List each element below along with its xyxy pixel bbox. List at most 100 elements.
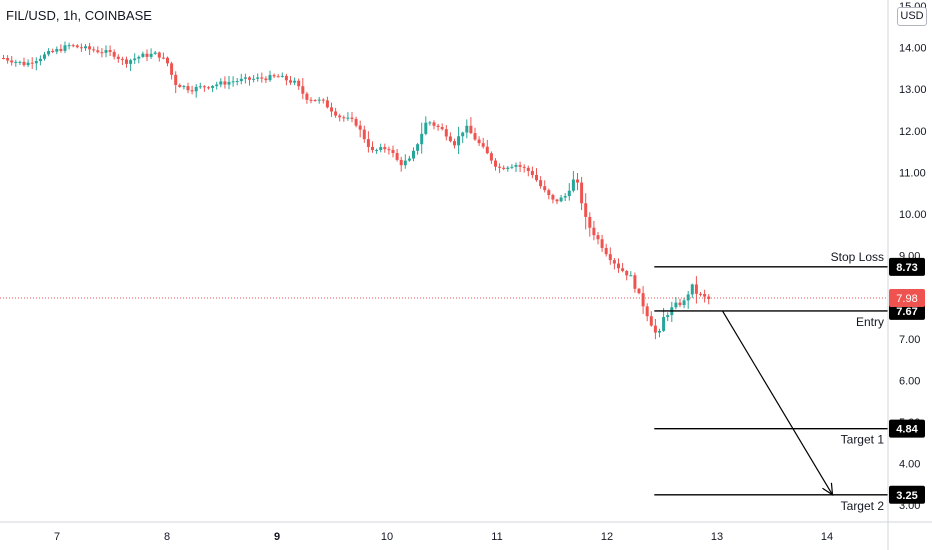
- candle-body: [157, 52, 161, 58]
- candle-body: [399, 159, 403, 166]
- candle-body: [84, 46, 87, 49]
- candle-body: [686, 294, 690, 301]
- candle-body: [448, 136, 452, 142]
- candle-body: [350, 117, 354, 119]
- chart-title: FIL/USD, 1h, COINBASE: [6, 8, 152, 23]
- candle-body: [674, 302, 678, 308]
- candle-body: [6, 58, 10, 61]
- candle-body: [330, 107, 333, 112]
- candle-body: [71, 45, 75, 47]
- candle-body: [129, 60, 133, 64]
- candle-body: [317, 99, 321, 101]
- arrow-head: [822, 482, 834, 496]
- level-name: Stop Loss: [831, 250, 884, 264]
- candle-body: [313, 100, 317, 102]
- candle-body: [485, 146, 489, 154]
- candle-body: [67, 45, 71, 47]
- candle-body: [219, 81, 223, 85]
- price-axis-labels: 8.73 7.67 4.84 3.25 7.98: [889, 257, 925, 504]
- candle-body: [543, 186, 547, 191]
- candle-body: [366, 139, 370, 147]
- candle-body: [10, 60, 14, 63]
- candle-body: [338, 115, 342, 118]
- time-tick-label: 11: [491, 531, 502, 543]
- candle-body: [617, 263, 620, 269]
- candle-body: [14, 61, 18, 63]
- candle-body: [494, 160, 497, 167]
- candle-body: [600, 239, 604, 248]
- candle-body: [43, 54, 46, 59]
- candle-body: [502, 167, 506, 169]
- price-tick-label: 7.00: [899, 334, 920, 346]
- candle-body: [596, 235, 600, 240]
- candle-body: [473, 133, 477, 140]
- candle-body: [137, 56, 141, 59]
- candle-body: [625, 270, 629, 276]
- candle-body: [178, 84, 182, 87]
- candle-body: [391, 149, 395, 154]
- candle-body: [412, 150, 415, 159]
- candle-body: [301, 86, 305, 94]
- candle-body: [432, 122, 436, 126]
- candle-body: [207, 87, 210, 89]
- candle-body: [272, 75, 276, 77]
- candle-body: [551, 195, 555, 200]
- candle-body: [18, 61, 22, 63]
- level-price-label: 8.73: [896, 262, 917, 274]
- candle-body: [161, 57, 165, 59]
- trade-levels: Stop Loss Entry Target 1 Target 2: [654, 250, 888, 513]
- candle-body: [334, 111, 338, 116]
- candle-body: [231, 81, 235, 83]
- candle-body: [260, 77, 264, 79]
- candle-body: [444, 129, 448, 137]
- candle-body: [666, 315, 670, 318]
- candle-body: [362, 129, 366, 140]
- candle-body: [461, 132, 465, 137]
- candle-body: [522, 166, 526, 168]
- candle-body: [584, 203, 588, 217]
- candle-body: [608, 254, 612, 261]
- candle-body: [498, 166, 502, 168]
- candle-body: [276, 76, 280, 78]
- candle-body: [289, 80, 292, 83]
- candle-body: [194, 86, 198, 92]
- candle-body: [104, 50, 108, 53]
- candle-body: [174, 74, 178, 85]
- candle-body: [682, 300, 686, 306]
- candle-body: [678, 302, 682, 306]
- candle-body: [358, 125, 362, 130]
- candle-body: [588, 216, 592, 228]
- candle-body: [506, 167, 510, 169]
- candle-body: [112, 51, 116, 57]
- currency-button[interactable]: USD: [897, 7, 927, 26]
- candle-body: [170, 63, 174, 75]
- candle-body: [256, 77, 260, 79]
- candle-body: [51, 50, 55, 52]
- candle-body: [223, 81, 227, 85]
- candle-body: [26, 62, 30, 66]
- candle-body: [38, 58, 42, 62]
- candle-body: [293, 80, 297, 83]
- time-tick-label: 9: [274, 531, 280, 543]
- level-name: Entry: [856, 315, 884, 329]
- time-tick-label: 12: [601, 531, 613, 543]
- arrow-shaft: [721, 310, 834, 496]
- candle-body: [629, 275, 633, 277]
- candle-body: [96, 50, 100, 53]
- candle-body: [30, 62, 34, 64]
- time-axis[interactable]: 7 8 9 10 11 12 13 14: [54, 531, 833, 543]
- candle-body: [211, 85, 215, 88]
- candle-body: [59, 48, 63, 51]
- candle-body: [186, 86, 190, 91]
- candle-body: [243, 77, 247, 79]
- candle-body: [379, 147, 383, 151]
- candle-body: [92, 49, 96, 51]
- candle-body: [395, 153, 399, 160]
- candle-body: [145, 53, 149, 57]
- candle-body: [555, 199, 559, 202]
- candle-body: [321, 99, 325, 101]
- candle-body: [653, 325, 657, 333]
- current-price-label: 7.98: [896, 293, 917, 305]
- candle-body: [649, 316, 653, 326]
